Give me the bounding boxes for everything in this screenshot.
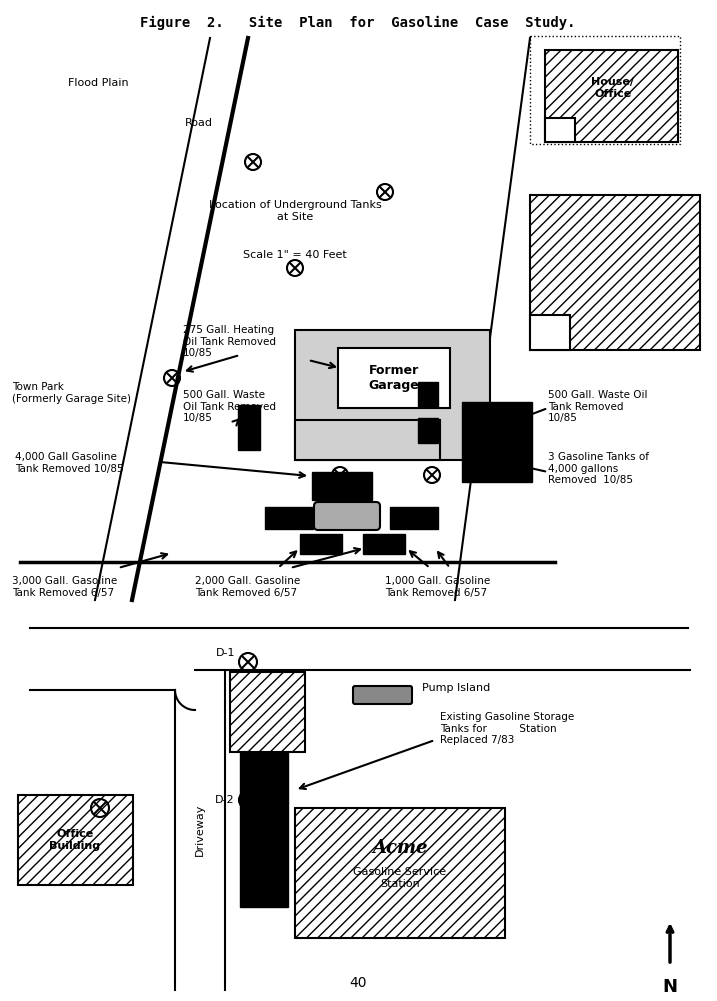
Bar [545,118,575,142]
Text: 4,000 Gall Gasoline
Tank Removed 10/85: 4,000 Gall Gasoline Tank Removed 10/85 [15,452,123,473]
Text: Road: Road [185,118,213,128]
Bar [18,795,133,885]
Text: Location of Underground Tanks
at Site: Location of Underground Tanks at Site [209,200,381,221]
Bar [363,534,405,554]
Bar [240,752,288,907]
Text: Office
Building: Office Building [49,829,100,851]
Text: Driveway: Driveway [195,804,205,856]
Bar [418,418,438,443]
Bar [418,382,438,407]
Text: Gasoline Service
Station: Gasoline Service Station [353,867,447,889]
Text: D-3: D-3 [115,803,135,813]
Bar [530,36,680,144]
Text: Figure  2.   Site  Plan  for  Gasoline  Case  Study.: Figure 2. Site Plan for Gasoline Case St… [141,16,576,30]
Text: Scale 1" = 40 Feet: Scale 1" = 40 Feet [243,250,347,260]
Bar [338,348,450,408]
Text: Town Park
(Formerly Garage Site): Town Park (Formerly Garage Site) [12,382,131,403]
Text: House/
Office: House/ Office [592,77,635,99]
Text: 275 Gall. Heating
Oil Tank Removed
10/85: 275 Gall. Heating Oil Tank Removed 10/85 [183,325,276,358]
Text: 500 Gall. Waste Oil
Tank Removed
10/85: 500 Gall. Waste Oil Tank Removed 10/85 [548,390,647,423]
Text: 1,000 Gall. Gasoline
Tank Removed 6/57: 1,000 Gall. Gasoline Tank Removed 6/57 [385,576,490,598]
FancyBboxPatch shape [314,502,380,530]
Text: N: N [663,978,678,996]
Bar [462,402,532,482]
Bar [545,50,678,142]
Text: Existing Gasoline Storage
Tanks for          Station
Replaced 7/83: Existing Gasoline Storage Tanks for Stat… [440,712,574,745]
Text: Pump Island: Pump Island [422,683,490,693]
Text: 2,000 Gall. Gasoline
Tank Removed 6/57: 2,000 Gall. Gasoline Tank Removed 6/57 [195,576,300,598]
Bar [265,507,313,529]
Bar [530,195,700,350]
Text: 3 Gasoline Tanks of
4,000 gallons
Removed  10/85: 3 Gasoline Tanks of 4,000 gallons Remove… [548,452,649,485]
Text: Former
Garage: Former Garage [369,364,419,392]
Bar [530,315,570,350]
Bar [390,507,438,529]
Bar [295,808,505,938]
Bar [230,672,305,752]
Text: 40: 40 [349,976,367,990]
Text: Flood Plain: Flood Plain [68,78,128,88]
Bar [238,405,260,450]
Text: 500 Gall. Waste
Oil Tank Removed
10/85: 500 Gall. Waste Oil Tank Removed 10/85 [183,390,276,423]
FancyBboxPatch shape [353,686,412,704]
Bar [295,420,440,460]
Bar [312,472,372,500]
Bar [300,534,342,554]
Text: D-1: D-1 [216,648,235,658]
Text: 3,000 Gall. Gasoline
Tank Removed 6/57: 3,000 Gall. Gasoline Tank Removed 6/57 [12,576,118,598]
Text: D-2: D-2 [215,795,235,805]
Bar [295,330,490,460]
Text: Acme: Acme [372,839,428,857]
